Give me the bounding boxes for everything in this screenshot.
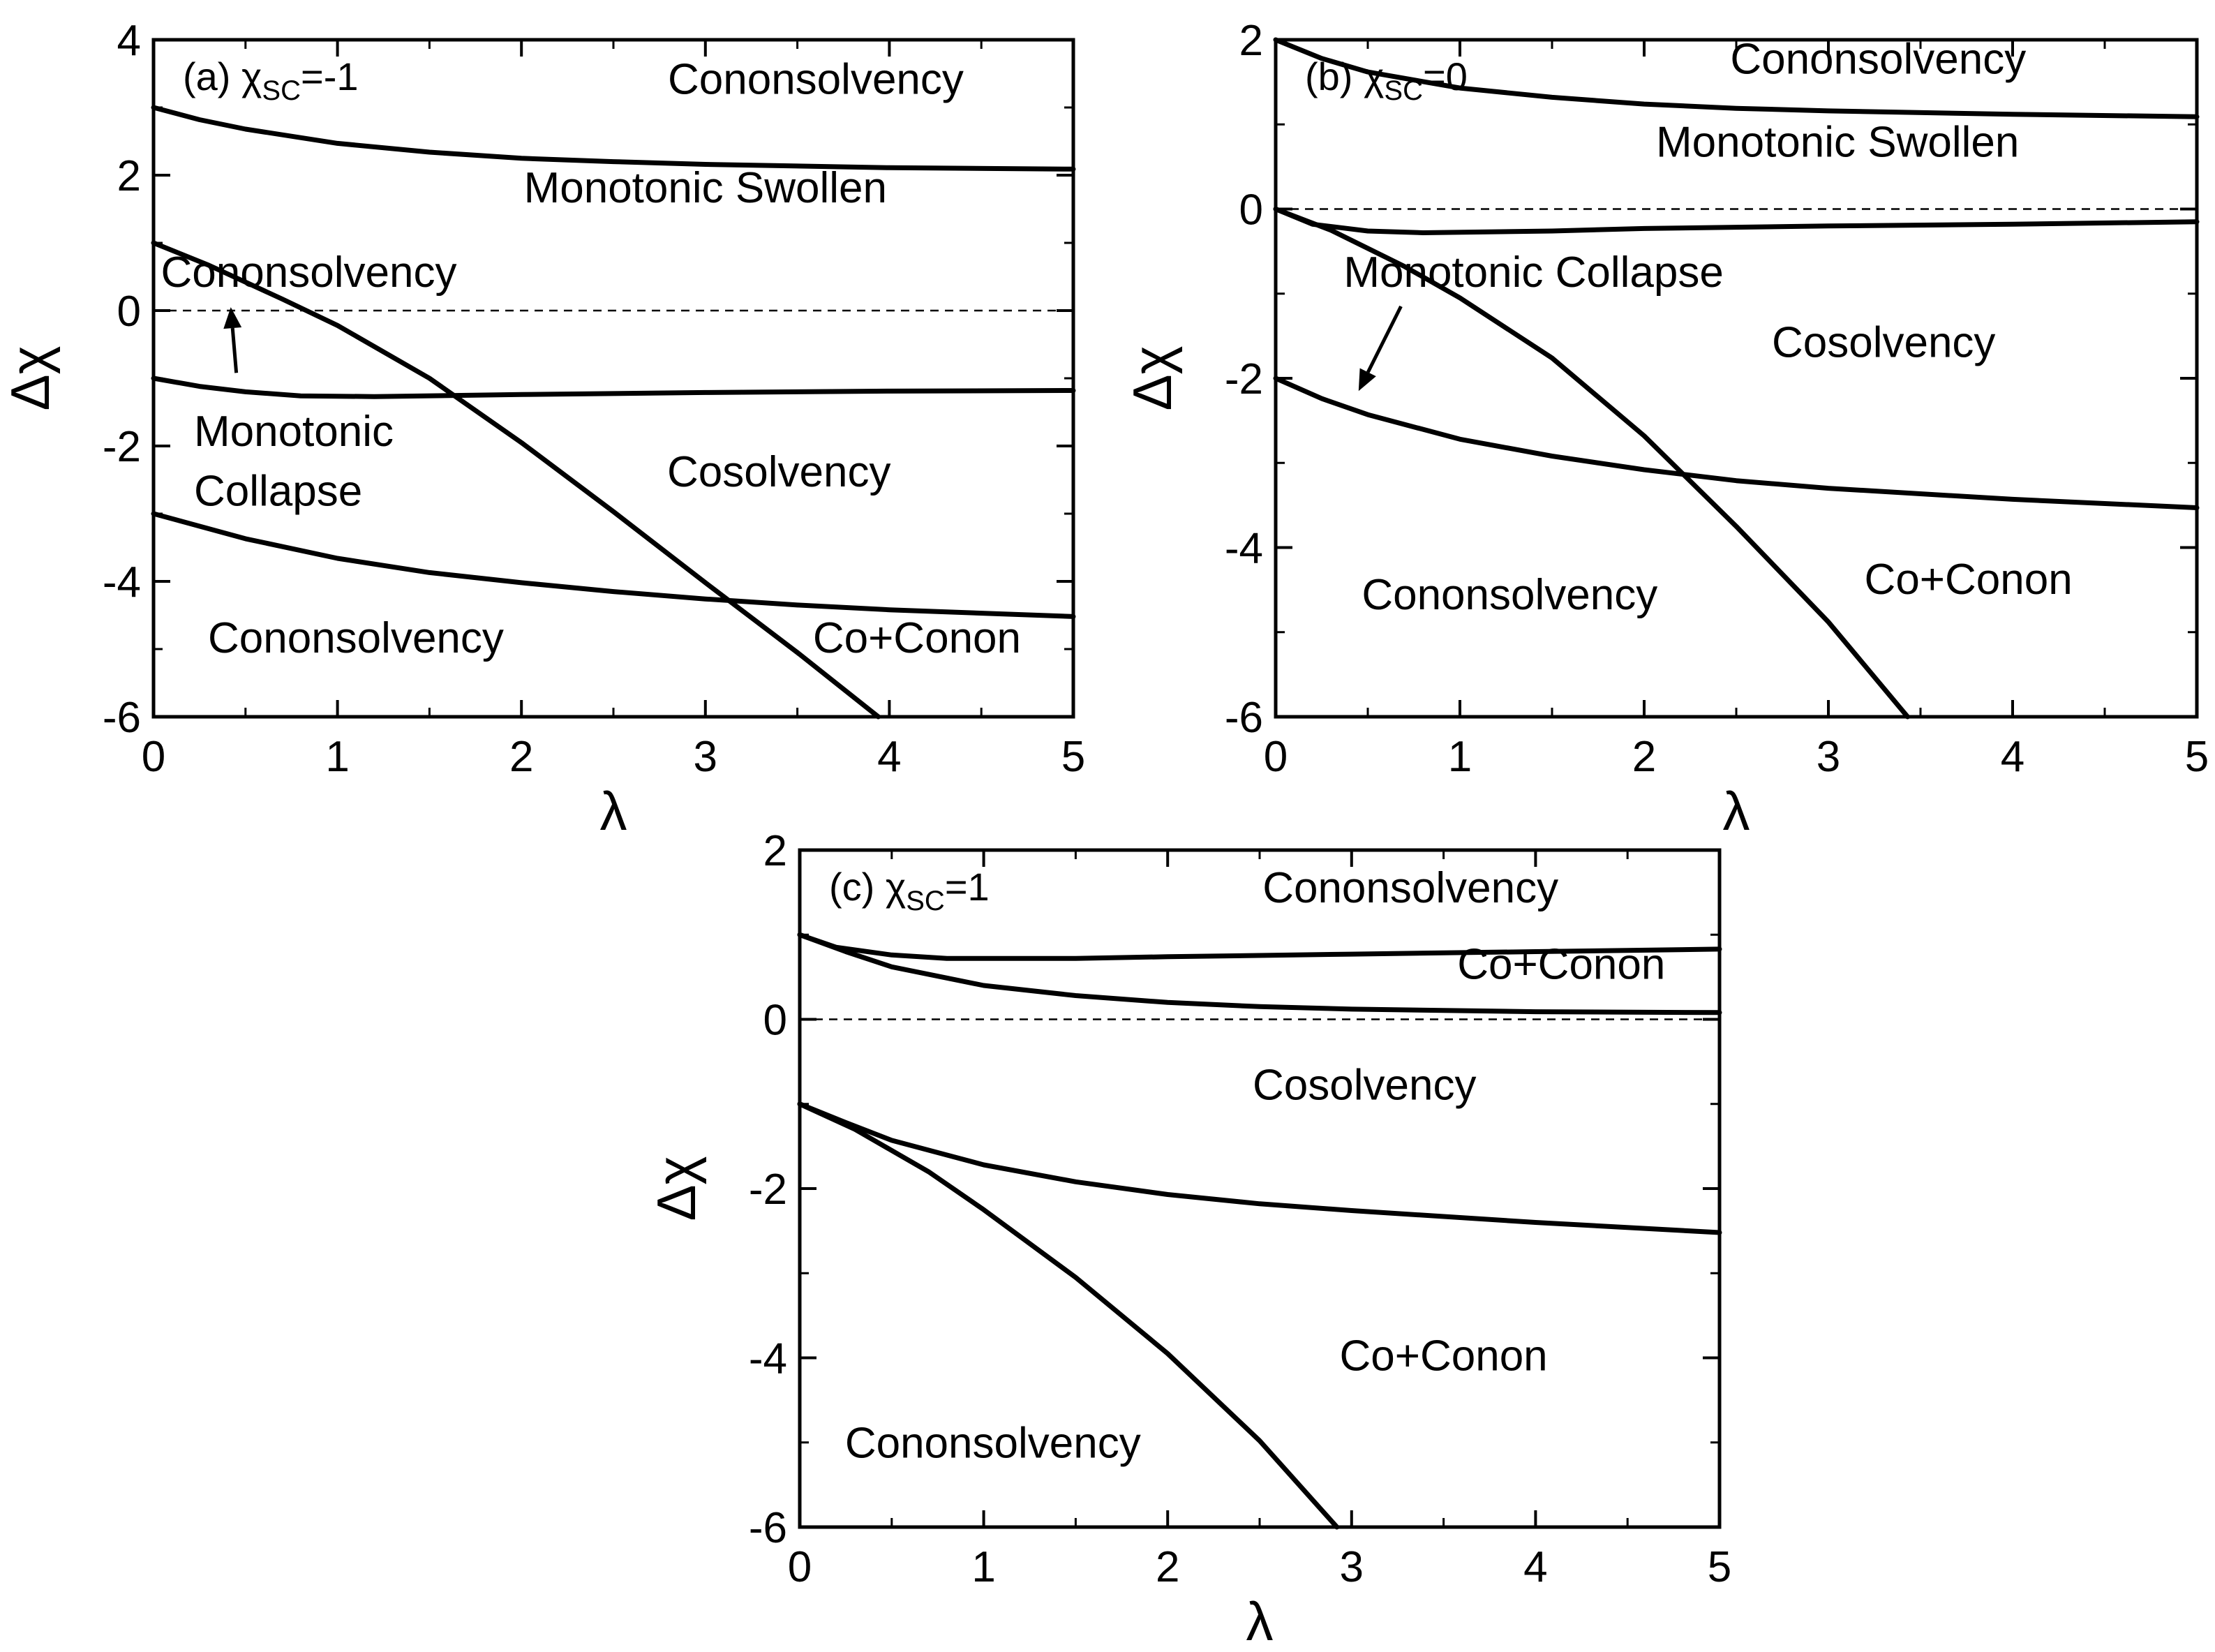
annotation-arrow [1366, 305, 1403, 373]
boundary-curve-2 [1273, 207, 2200, 235]
annotation-arrowhead [223, 307, 242, 329]
boundary-curve-3 [151, 511, 1076, 619]
x-tick-label: 0 [142, 733, 165, 781]
region-label: Cosolvency [1772, 319, 1995, 367]
region-label: Monotonic Swollen [1656, 118, 2019, 166]
x-tick-label: 1 [325, 733, 349, 781]
region-label: Cononsolvency [1262, 864, 1558, 912]
y-tick-label: -2 [103, 423, 141, 471]
boundary-curve-4 [151, 240, 881, 720]
x-axis-label: λ [1723, 780, 1750, 842]
y-axis-label: Δχ [0, 345, 61, 410]
x-tick-label: 2 [1632, 733, 1656, 781]
region-label: Cononsolvency [1362, 571, 1657, 619]
y-tick-label: 2 [763, 827, 787, 875]
region-label: Cononsolvency [1730, 36, 2026, 84]
y-tick-label: -4 [1225, 525, 1263, 573]
boundary-curve-2 [797, 932, 1722, 1015]
annotation-arrowhead [1358, 368, 1376, 392]
y-tick-label: -6 [103, 694, 141, 742]
x-axis-label: λ [1246, 1591, 1274, 1652]
x-tick-label: 3 [1817, 733, 1840, 781]
y-tick-label: -4 [103, 558, 141, 607]
y-tick-label: 0 [1239, 186, 1263, 235]
y-axis-label: Δχ [646, 1156, 707, 1221]
y-tick-label: 0 [763, 997, 787, 1045]
y-axis-label: Δχ [1121, 345, 1183, 410]
region-label: Cononsolvency [845, 1420, 1141, 1468]
y-tick-label: 2 [117, 152, 141, 200]
x-tick-label: 5 [1708, 1543, 1731, 1591]
panel-a: 0 1 2 3 4 5 4 2 0 -2 -4 -6 λ Δχ Cononsolvency Monotonic… [0, 17, 1085, 842]
x-tick-label: 3 [1340, 1543, 1364, 1591]
x-tick-label: 0 [788, 1543, 812, 1591]
x-tick-label: 4 [1523, 1543, 1547, 1591]
panel-label: (c) χSC=1 [829, 865, 990, 916]
x-tick-label: 3 [694, 733, 717, 781]
x-tick-label: 1 [971, 1543, 995, 1591]
x-tick-label: 5 [2185, 733, 2209, 781]
boundary-curve-1 [1273, 37, 2200, 119]
boundary-curve-3 [1273, 375, 2200, 510]
region-label: Cononsolvency [668, 56, 964, 104]
x-tick-label: 0 [1264, 733, 1288, 781]
y-tick-label: -6 [1225, 694, 1263, 742]
region-label: Cononsolvency [208, 614, 504, 662]
region-label: Collapse [194, 467, 362, 515]
x-tick-label: 4 [2001, 733, 2024, 781]
x-tick-label: 5 [1061, 733, 1085, 781]
y-tick-label: 4 [117, 17, 141, 65]
y-tick-label: 0 [117, 288, 141, 336]
region-label: Monotonic Swollen [524, 164, 887, 212]
boundary-curve-4 [1273, 207, 1910, 720]
region-label: Co+Conon [1865, 556, 2073, 604]
region-label: Co+Conon [813, 614, 1021, 662]
panel-b: 0 1 2 3 4 5 2 0 -2 -4 -6 λ Δχ Cononsolvency Monotonic … [1121, 17, 2209, 842]
boundary-curve-1 [151, 105, 1076, 172]
panel-c: 0 1 2 3 4 5 2 0 -2 -4 -6 λ Δχ Cononsolvency Co+Conon Co… [646, 827, 1731, 1652]
x-tick-label: 2 [1156, 1543, 1179, 1591]
y-tick-label: -2 [749, 1166, 787, 1214]
region-label: Monotonic Collapse [1343, 248, 1724, 297]
y-tick-label: -2 [1225, 355, 1263, 403]
region-label: Cononsolvency [161, 248, 457, 297]
region-label: Cosolvency [1253, 1062, 1476, 1110]
region-label: Co+Conon [1340, 1332, 1548, 1381]
region-label: Monotonic [194, 408, 394, 456]
y-tick-label: -4 [749, 1335, 787, 1383]
boundary-curve-1 [797, 932, 1722, 961]
y-tick-label: -6 [749, 1504, 787, 1552]
x-tick-label: 2 [509, 733, 533, 781]
x-tick-label: 1 [1448, 733, 1472, 781]
panel-label: (b) χSC=0 [1305, 54, 1468, 106]
boundary-curve-2 [151, 375, 1076, 399]
x-tick-label: 4 [877, 733, 901, 781]
region-label: Co+Conon [1457, 940, 1665, 988]
region-label: Cosolvency [667, 448, 890, 496]
annotation-arrow [230, 327, 239, 373]
x-axis-label: λ [600, 780, 627, 842]
y-tick-label: 2 [1239, 17, 1263, 65]
panel-label: (a) χSC=-1 [183, 54, 358, 106]
boundary-curve-3 [797, 1101, 1722, 1235]
boundary-curve-4 [797, 1101, 1340, 1530]
